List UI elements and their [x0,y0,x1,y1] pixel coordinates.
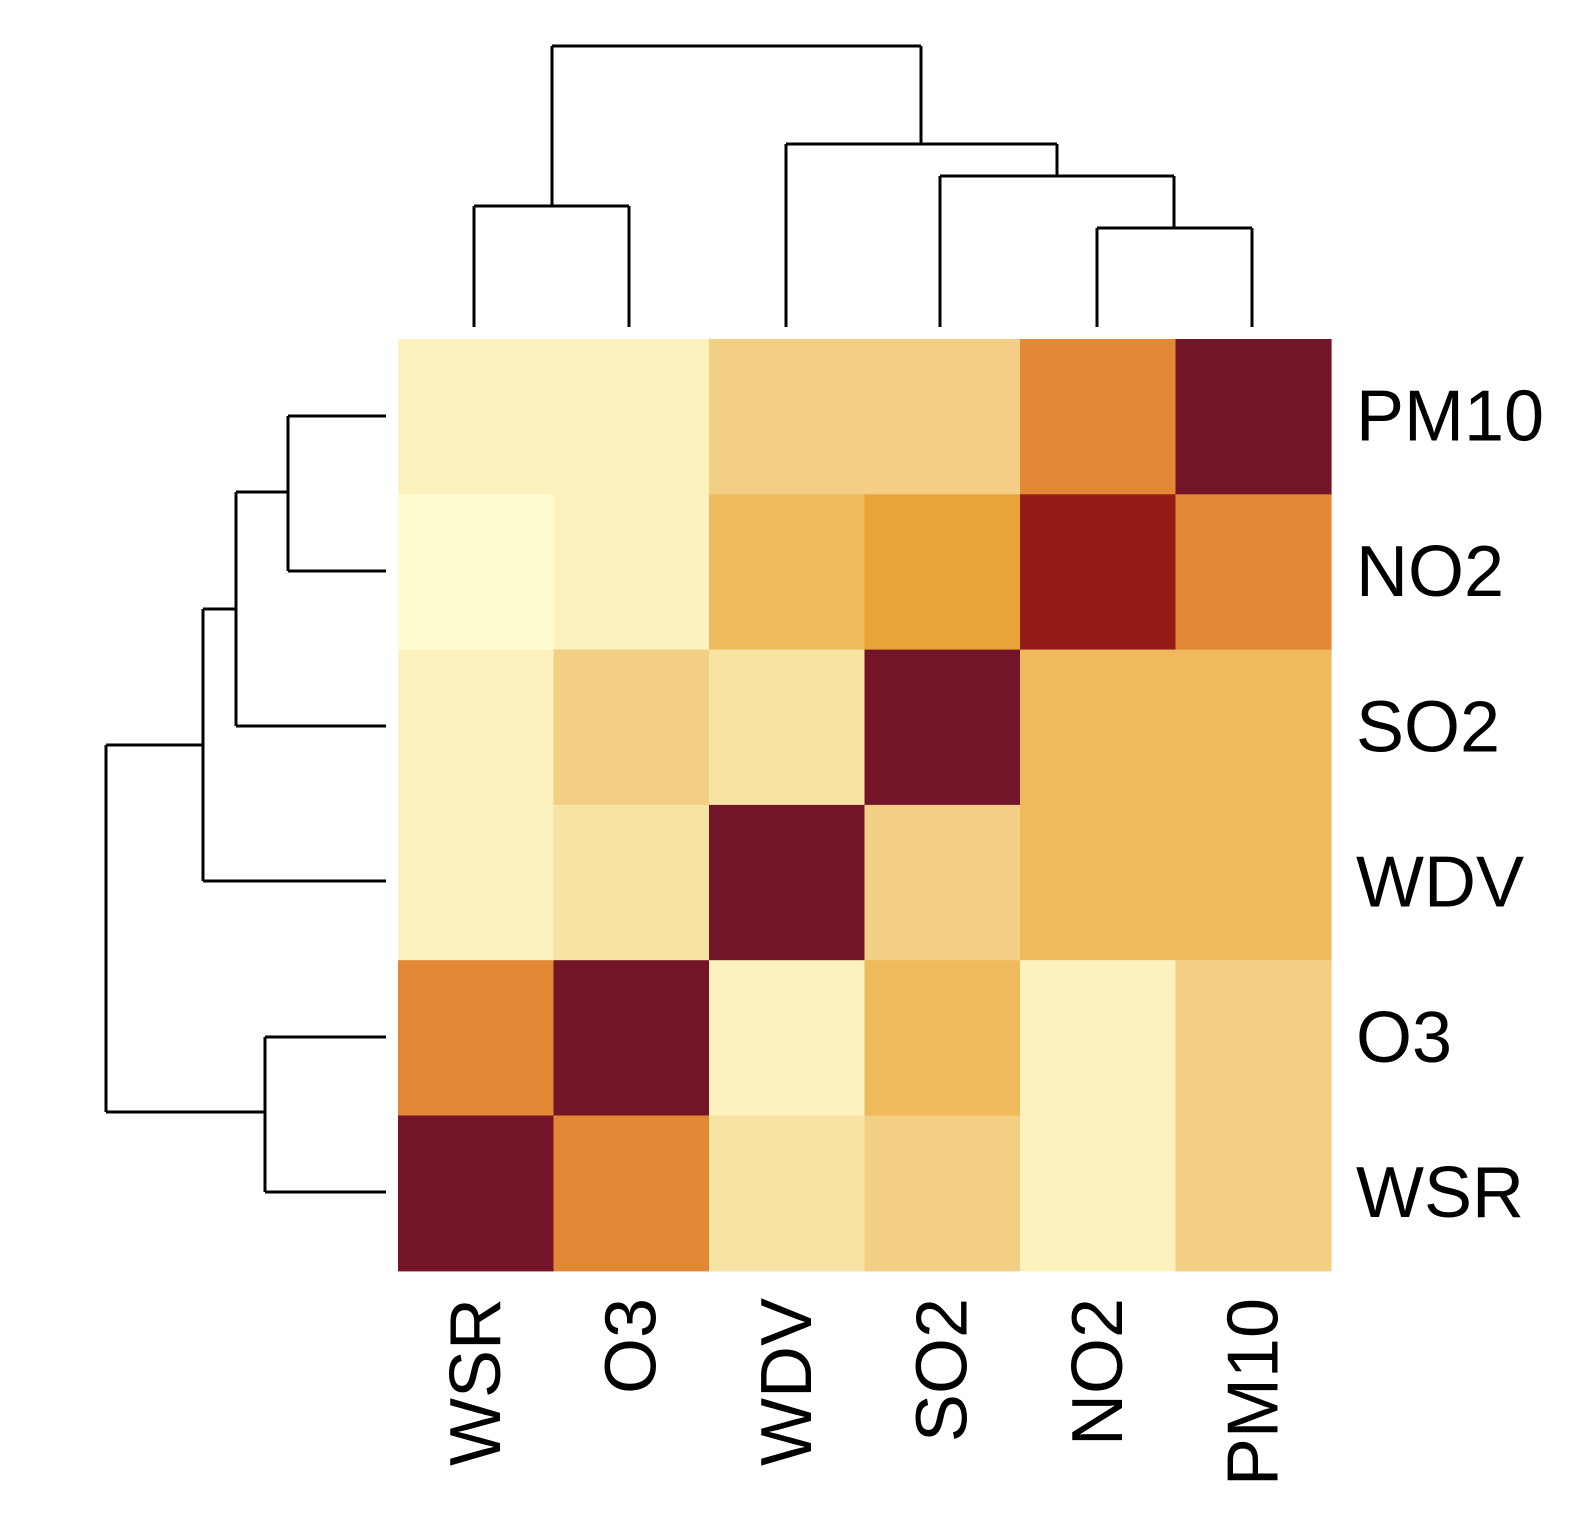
heatmap-cell-wsr-no2 [1020,1115,1177,1272]
heatmap-cell-wdv-no2 [1020,804,1177,961]
heatmap-cell-pm10-so2 [864,339,1021,495]
heatmap-cell-o3-wsr [398,960,555,1117]
column-label: WSR [436,1298,516,1466]
heatmap-cell-wdv-pm10 [1175,804,1332,961]
heatmap-cell-wdv-so2 [864,804,1021,961]
heatmap-cell-pm10-o3 [553,339,710,495]
heatmap-cell-no2-no2 [1020,494,1177,651]
heatmap-cell-pm10-pm10 [1175,339,1332,495]
heatmap-cell-o3-so2 [864,960,1021,1117]
heatmap-cell-wdv-wsr [398,804,555,961]
heatmap-cell-no2-wsr [398,494,555,651]
heatmap-cell-o3-o3 [553,960,710,1117]
column-label: PM10 [1213,1298,1293,1486]
heatmap-cell-so2-o3 [553,649,710,806]
heatmap-cell-no2-o3 [553,494,710,651]
row-labels: PM10 NO2 SO2 WDV O3 WSR [1356,377,1544,1234]
column-labels: WSR O3 WDV SO2 NO2 PM10 [436,1298,1294,1486]
heatmap-cell-wdv-o3 [553,804,710,961]
row-label: PM10 [1356,377,1544,457]
column-label: O3 [591,1298,671,1394]
row-label: NO2 [1356,532,1504,612]
heatmap-cell-pm10-wsr [398,339,555,495]
heatmap-cell-so2-pm10 [1175,649,1332,806]
heatmap-cell-pm10-wdv [709,339,866,495]
heatmap-cell-o3-wdv [709,960,866,1117]
heatmap-cells [398,339,1332,1272]
row-label: SO2 [1356,687,1500,767]
row-label: O3 [1356,998,1452,1078]
heatmap-cell-no2-pm10 [1175,494,1332,651]
heatmap-cell-so2-so2 [864,649,1021,806]
heatmap-cell-wsr-pm10 [1175,1115,1332,1272]
column-label: WDV [747,1298,827,1466]
heatmap-cell-no2-wdv [709,494,866,651]
heatmap-cell-so2-no2 [1020,649,1177,806]
row-label: WDV [1356,843,1524,923]
heatmap-cell-no2-so2 [864,494,1021,651]
row-dendrogram [104,414,386,1194]
heatmap-cell-so2-wsr [398,649,555,806]
heatmap-cell-wsr-so2 [864,1115,1021,1272]
heatmap-cell-pm10-no2 [1020,339,1177,495]
heatmap-cell-so2-wdv [709,649,866,806]
heatmap-cell-wsr-o3 [553,1115,710,1272]
column-dendrogram [472,44,1254,327]
heatmap-cell-o3-no2 [1020,960,1177,1117]
heatmap-cell-wdv-wdv [709,804,866,961]
column-label: SO2 [902,1298,982,1442]
row-label: WSR [1356,1153,1524,1233]
heatmap-cell-wsr-wdv [709,1115,866,1272]
column-label: NO2 [1058,1298,1138,1446]
heatmap-cell-wsr-wsr [398,1115,555,1272]
heatmap-cell-o3-pm10 [1175,960,1332,1117]
